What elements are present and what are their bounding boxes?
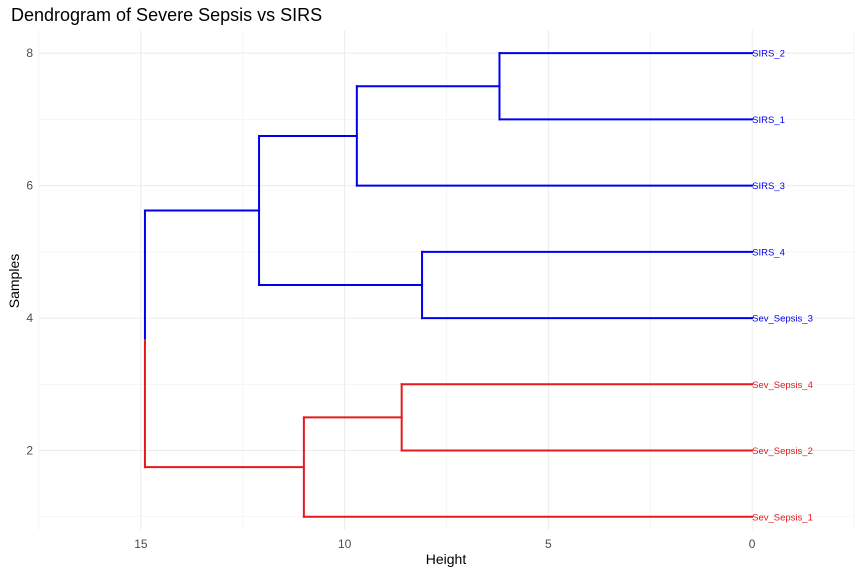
leaf-label: Sev_Sepsis_4: [752, 380, 813, 391]
leaf-label: Sev_Sepsis_1: [752, 512, 813, 523]
y-tick-label: 2: [26, 444, 33, 458]
y-tick-label: 8: [26, 46, 33, 60]
x-tick-label: 10: [338, 537, 352, 551]
grid-lines: [38, 30, 855, 530]
leaf-label: Sev_Sepsis_2: [752, 446, 813, 457]
leaf-label: SIRS_3: [752, 181, 785, 192]
dendrogram-branches: [143, 52, 754, 518]
y-axis-ticks: 2 4 6 8: [26, 46, 33, 457]
y-tick-label: 4: [26, 311, 33, 325]
x-tick-label: 5: [545, 537, 552, 551]
x-tick-label: 15: [134, 537, 148, 551]
leaf-label: SIRS_2: [752, 49, 785, 60]
x-axis-title: Height: [426, 551, 467, 567]
leaf-label: Sev_Sepsis_3: [752, 314, 813, 325]
x-axis-ticks: 15 10 5 0: [134, 537, 756, 551]
leaf-label: SIRS_1: [752, 115, 785, 126]
y-axis-title: Samples: [6, 254, 22, 308]
x-tick-label: 0: [749, 537, 756, 551]
y-tick-label: 6: [26, 179, 33, 193]
chart-title: Dendrogram of Severe Sepsis vs SIRS: [11, 5, 323, 25]
leaf-labels: Sev_Sepsis_1 Sev_Sepsis_2 Sev_Sepsis_4 Sev_…: [752, 49, 813, 524]
leaf-label: SIRS_4: [752, 247, 785, 258]
